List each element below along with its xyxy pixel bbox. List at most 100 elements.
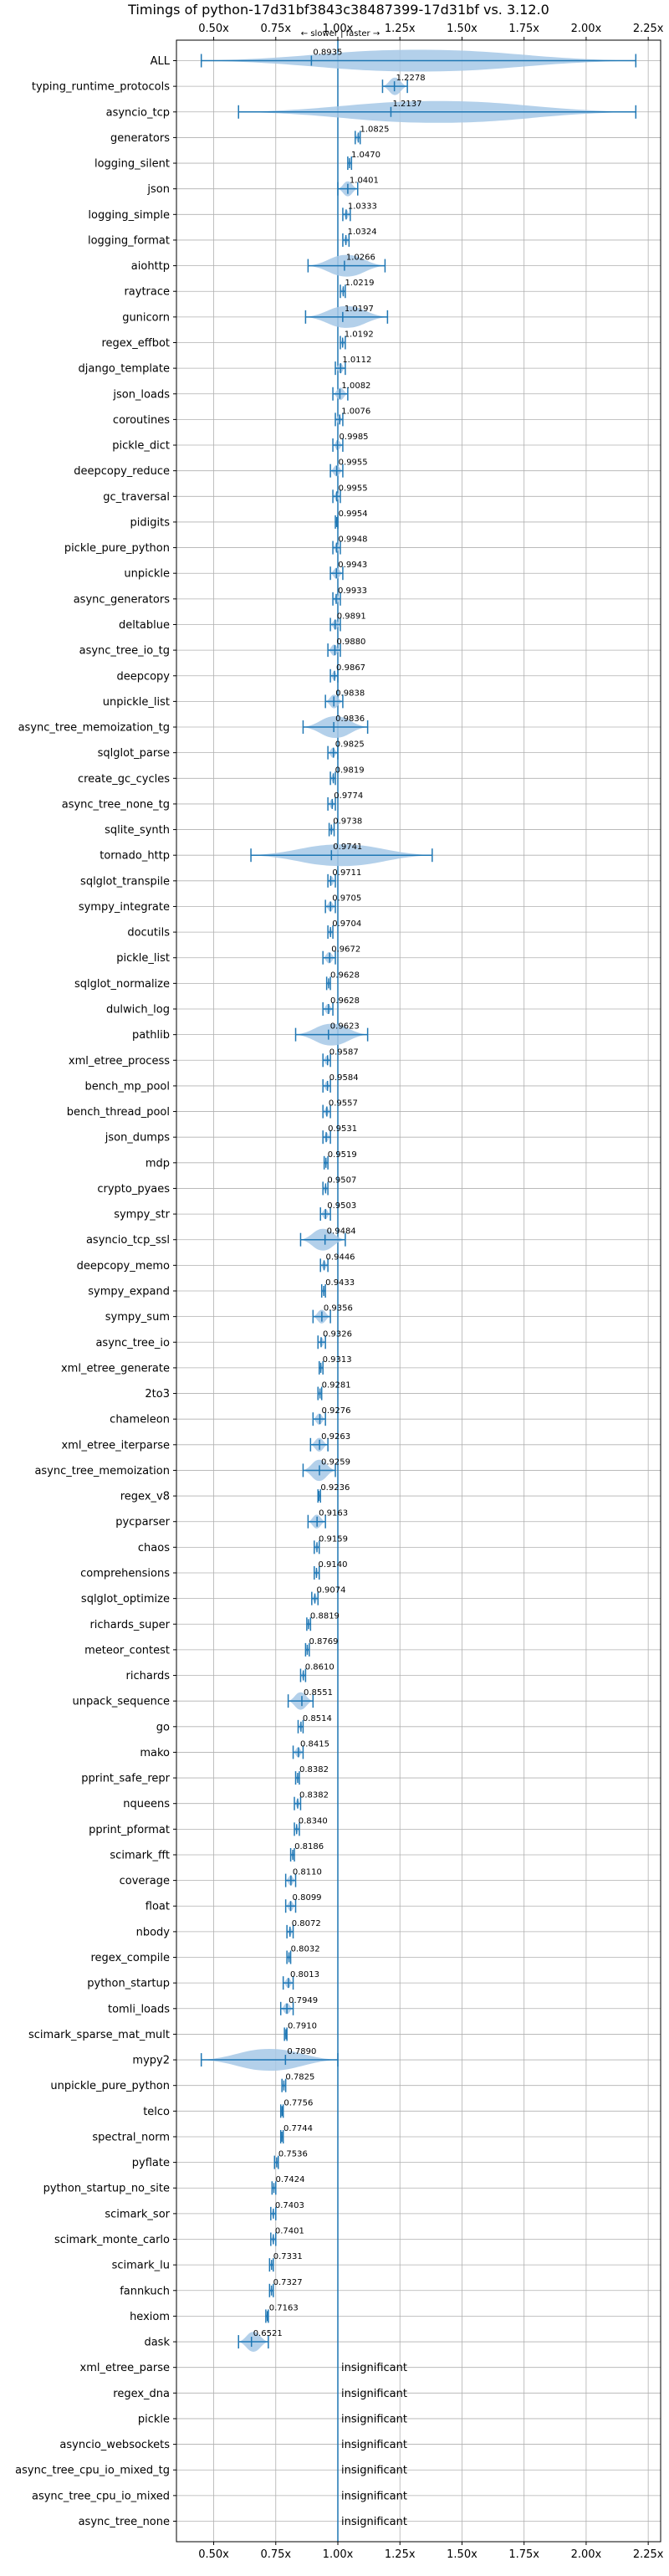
category-label: dulwich_log [106, 1004, 170, 1017]
category-label: xml_etree_generate [61, 1362, 170, 1375]
value-label: 0.9774 [334, 791, 363, 801]
value-label: 0.9819 [335, 766, 365, 775]
category-label: docutils [127, 927, 170, 940]
category-label: crypto_pyaes [97, 1183, 170, 1196]
value-label: 0.9628 [330, 970, 360, 980]
category-label: sympy_sum [105, 1311, 170, 1324]
category-label: fannkuch [120, 2285, 170, 2297]
value-label: 0.7163 [269, 2303, 299, 2312]
value-label: 0.7536 [278, 2150, 308, 2159]
insignificant-label: insignificant [341, 2388, 407, 2400]
category-label: mako [140, 1747, 170, 1759]
value-label: 0.9955 [339, 484, 368, 493]
category-label: unpickle_pure_python [50, 2080, 170, 2092]
value-label: 0.8013 [290, 1970, 319, 1979]
x-tick-label-bottom: 2.00x [571, 2548, 602, 2561]
insignificant-label: insignificant [341, 2439, 407, 2451]
value-label: 0.8186 [294, 1842, 324, 1851]
value-label: 0.7949 [289, 1996, 318, 2005]
category-label: json_dumps [105, 1132, 170, 1145]
category-label: chameleon [110, 1414, 170, 1426]
category-label: asyncio_tcp [106, 106, 170, 119]
category-label: async_tree_io [95, 1337, 170, 1349]
value-label: 0.9236 [320, 1483, 350, 1493]
category-label: deepcopy_reduce [74, 465, 170, 478]
x-tick-label-top: 2.00x [571, 23, 602, 35]
category-label: pprint_safe_repr [81, 1773, 170, 1785]
category-label: go [156, 1721, 170, 1734]
category-label: regex_compile [90, 1952, 170, 1964]
value-label: 0.8032 [291, 1945, 320, 1954]
category-label: async_tree_none_tg [62, 798, 170, 811]
value-label: 0.9704 [332, 919, 361, 929]
value-label: 1.2137 [392, 100, 421, 109]
category-label: ALL [151, 55, 171, 68]
category-label: spectral_norm [92, 2131, 170, 2143]
value-label: 0.9507 [327, 1175, 356, 1185]
value-label: 0.9356 [324, 1304, 353, 1314]
category-label: sympy_integrate [79, 901, 170, 914]
value-label: 0.9943 [338, 561, 367, 570]
value-label: 0.9163 [319, 1509, 348, 1518]
value-label: 0.9985 [340, 433, 369, 442]
category-label: raytrace [124, 286, 170, 299]
value-label: 0.7825 [285, 2073, 314, 2082]
value-label: 0.8769 [309, 1637, 338, 1646]
value-label: 1.0470 [351, 151, 380, 160]
category-label: logging_format [88, 234, 170, 247]
value-label: 0.7424 [276, 2175, 305, 2184]
value-label: 1.0112 [342, 356, 371, 365]
category-label: scimark_fft [110, 1849, 170, 1862]
category-label: meteor_contest [84, 1644, 170, 1657]
value-label: 1.0266 [346, 254, 375, 263]
x-tick-label-bottom: 2.25x [633, 2548, 664, 2561]
value-label: 0.9159 [319, 1534, 348, 1544]
plot-layer: 0.8935 1.2278 1.2137 1.0825 1.0470 1.0401 1.03… [200, 40, 637, 2542]
value-label: 0.9711 [332, 868, 361, 878]
category-label: deltablue [119, 619, 170, 632]
category-label: richards [126, 1670, 171, 1682]
x-tick-label-bottom: 1.75x [508, 2548, 539, 2561]
value-label: 0.8340 [299, 1816, 328, 1826]
x-tick-label-top: 1.75x [508, 23, 539, 35]
value-label: 0.7331 [273, 2252, 303, 2261]
value-label: 0.6521 [253, 2329, 283, 2338]
value-label: 1.0825 [360, 125, 389, 134]
value-label: 0.9074 [317, 1586, 346, 1595]
value-label: 0.9867 [336, 663, 365, 673]
category-label: unpack_sequence [72, 1696, 170, 1708]
value-label: 0.9263 [321, 1432, 350, 1442]
value-label: 0.9140 [318, 1560, 347, 1570]
value-label: 0.8099 [293, 1893, 322, 1903]
category-label: regex_effbot [101, 337, 170, 350]
category-label: async_tree_cpu_io_mixed [32, 2490, 170, 2502]
value-label: 0.9825 [335, 740, 365, 750]
category-label: pickle_list [116, 952, 170, 965]
value-label: 0.8415 [300, 1739, 329, 1749]
category-label: mdp [146, 1157, 170, 1170]
category-label: nqueens [123, 1798, 170, 1810]
category-label: xml_etree_iterparse [61, 1439, 170, 1452]
value-label: 1.0333 [348, 202, 377, 211]
category-label: bench_mp_pool [84, 1080, 170, 1093]
chart-title: Timings of python-17d31bf3843c38487399-1… [127, 2, 549, 18]
value-label: 0.9259 [321, 1457, 350, 1467]
category-label: sympy_expand [88, 1286, 170, 1298]
plot-frame [176, 39, 661, 2543]
category-label: gc_traversal [103, 491, 170, 504]
x-tick-label-bottom: 1.00x [323, 2548, 354, 2561]
value-label: 0.9891 [337, 612, 366, 621]
category-label: sqlglot_normalize [74, 978, 170, 991]
value-label: 0.9587 [329, 1047, 359, 1057]
x-tick-label-bottom: 0.75x [260, 2548, 291, 2561]
category-label: sqlglot_optimize [81, 1593, 170, 1606]
category-label: deepcopy_memo [77, 1260, 170, 1273]
value-label: 0.9503 [327, 1201, 356, 1211]
value-label: 0.9838 [335, 689, 365, 698]
value-label: 0.9705 [332, 894, 361, 903]
category-label: create_gc_cycles [78, 773, 170, 786]
category-label: bench_thread_pool [67, 1106, 170, 1119]
value-label: 0.9326 [323, 1329, 352, 1339]
value-label: 0.7910 [288, 2021, 317, 2031]
value-label: 0.8072 [292, 1919, 321, 1928]
